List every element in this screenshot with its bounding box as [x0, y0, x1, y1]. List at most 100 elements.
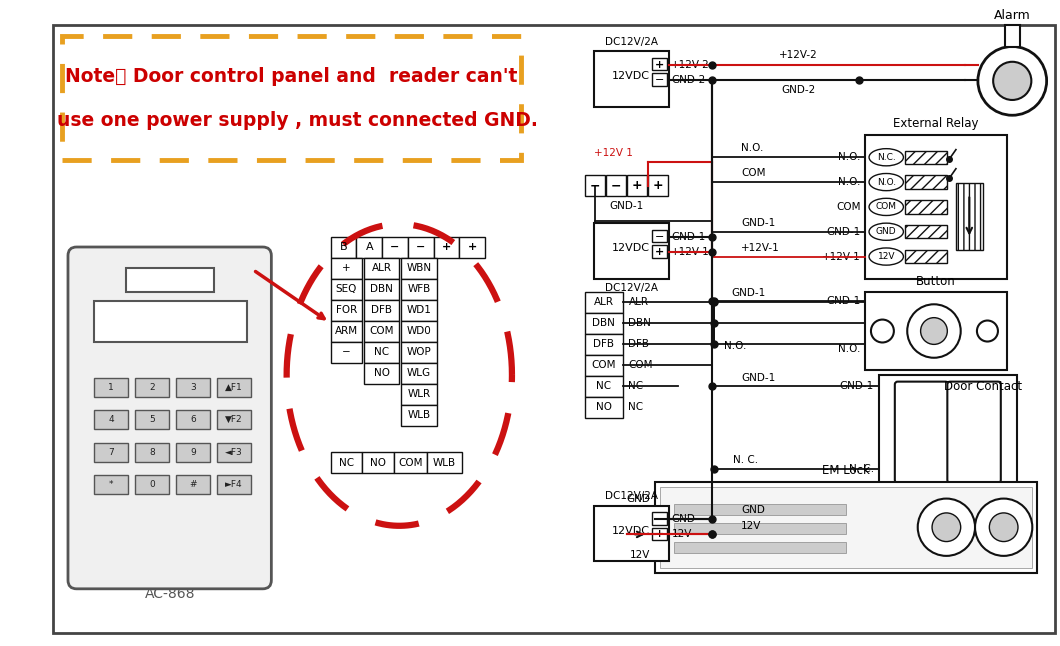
Bar [652, 58, 667, 70]
Bar [584, 397, 622, 418]
Text: WBN: WBN [406, 263, 431, 273]
Text: NC: NC [339, 458, 354, 468]
Text: 2: 2 [149, 383, 155, 392]
Text: 5: 5 [149, 415, 155, 424]
Text: GND-2: GND-2 [781, 85, 815, 95]
Text: WD1: WD1 [406, 305, 431, 315]
Text: DBN: DBN [629, 318, 651, 328]
Text: 12V: 12V [878, 252, 895, 261]
Bar [401, 300, 437, 320]
Text: Button: Button [916, 275, 956, 288]
Text: ▼F2: ▼F2 [226, 415, 243, 424]
Circle shape [978, 47, 1046, 115]
Text: B: B [339, 242, 348, 252]
Text: Door Contact: Door Contact [943, 380, 1022, 393]
Text: NC: NC [374, 347, 389, 357]
Text: FOR: FOR [336, 305, 357, 315]
Text: ►F4: ►F4 [226, 480, 243, 489]
Text: 6: 6 [190, 415, 196, 424]
Bar [905, 176, 948, 189]
Text: DC12V/2A: DC12V/2A [605, 37, 658, 47]
Bar [652, 245, 667, 258]
Ellipse shape [869, 198, 903, 216]
Text: ALR: ALR [372, 263, 391, 273]
Bar [331, 452, 363, 474]
Bar [382, 236, 408, 258]
Text: COM: COM [741, 168, 765, 178]
Text: −: − [655, 75, 665, 85]
Text: DBN: DBN [593, 318, 615, 328]
Text: N.O.: N.O. [724, 341, 746, 351]
Text: GND-1: GND-1 [671, 231, 706, 242]
Text: −: − [655, 231, 665, 242]
Text: −: − [589, 180, 600, 193]
Bar [584, 176, 604, 196]
Bar [331, 278, 363, 300]
Bar [176, 443, 210, 462]
Text: COM: COM [398, 458, 423, 468]
Text: N.O.: N.O. [838, 177, 861, 187]
Text: 3: 3 [190, 383, 196, 392]
Circle shape [907, 304, 960, 358]
Text: −: − [417, 242, 425, 252]
Bar [364, 258, 400, 278]
Bar [434, 236, 459, 258]
Ellipse shape [869, 149, 903, 166]
Text: NO: NO [596, 402, 612, 412]
Bar [331, 258, 363, 278]
Text: COM: COM [591, 360, 616, 370]
Bar [217, 378, 251, 397]
Circle shape [975, 499, 1032, 556]
Bar [356, 236, 382, 258]
Bar [674, 504, 846, 516]
Text: +: + [632, 180, 642, 193]
Bar [93, 302, 247, 342]
Text: use one power supply , must connected GND.: use one power supply , must connected GN… [45, 111, 538, 130]
Text: +12V-1: +12V-1 [741, 243, 780, 253]
Bar [135, 443, 170, 462]
Bar [594, 51, 669, 107]
Bar [905, 151, 948, 164]
Bar [674, 542, 846, 554]
Bar [217, 443, 251, 462]
Bar [176, 378, 210, 397]
Bar [652, 528, 667, 540]
Bar [401, 384, 437, 404]
FancyBboxPatch shape [68, 247, 271, 589]
Text: GND-1: GND-1 [826, 297, 861, 306]
Text: GND: GND [671, 514, 695, 524]
Circle shape [977, 320, 997, 342]
Text: ARM: ARM [335, 326, 358, 336]
Text: −: − [342, 347, 351, 357]
Text: +12V-2: +12V-2 [671, 59, 710, 70]
Bar [364, 278, 400, 300]
Text: N.O.: N.O. [877, 178, 896, 187]
Bar [176, 475, 210, 494]
Bar [331, 300, 363, 320]
Text: 0: 0 [149, 480, 155, 489]
Text: WFB: WFB [407, 284, 430, 294]
Bar [393, 452, 427, 474]
Ellipse shape [869, 248, 903, 265]
Text: 12VDC: 12VDC [613, 71, 650, 81]
Text: COM: COM [836, 202, 861, 212]
Bar [93, 378, 128, 397]
Bar [427, 452, 462, 474]
Text: +: + [655, 247, 665, 256]
Text: 12V: 12V [741, 521, 761, 530]
Text: +12V-2: +12V-2 [779, 50, 817, 60]
Text: DBN: DBN [370, 284, 393, 294]
FancyBboxPatch shape [948, 382, 1001, 483]
Bar [648, 176, 668, 196]
Circle shape [932, 513, 960, 541]
Bar [364, 320, 400, 342]
Bar [401, 404, 437, 426]
Text: SEQ: SEQ [336, 284, 357, 294]
Text: WLR: WLR [407, 389, 430, 399]
Bar [584, 334, 622, 355]
Bar [401, 362, 437, 384]
Text: GND: GND [876, 227, 897, 236]
Bar [401, 278, 437, 300]
Ellipse shape [869, 223, 903, 240]
Text: GND: GND [626, 494, 651, 504]
